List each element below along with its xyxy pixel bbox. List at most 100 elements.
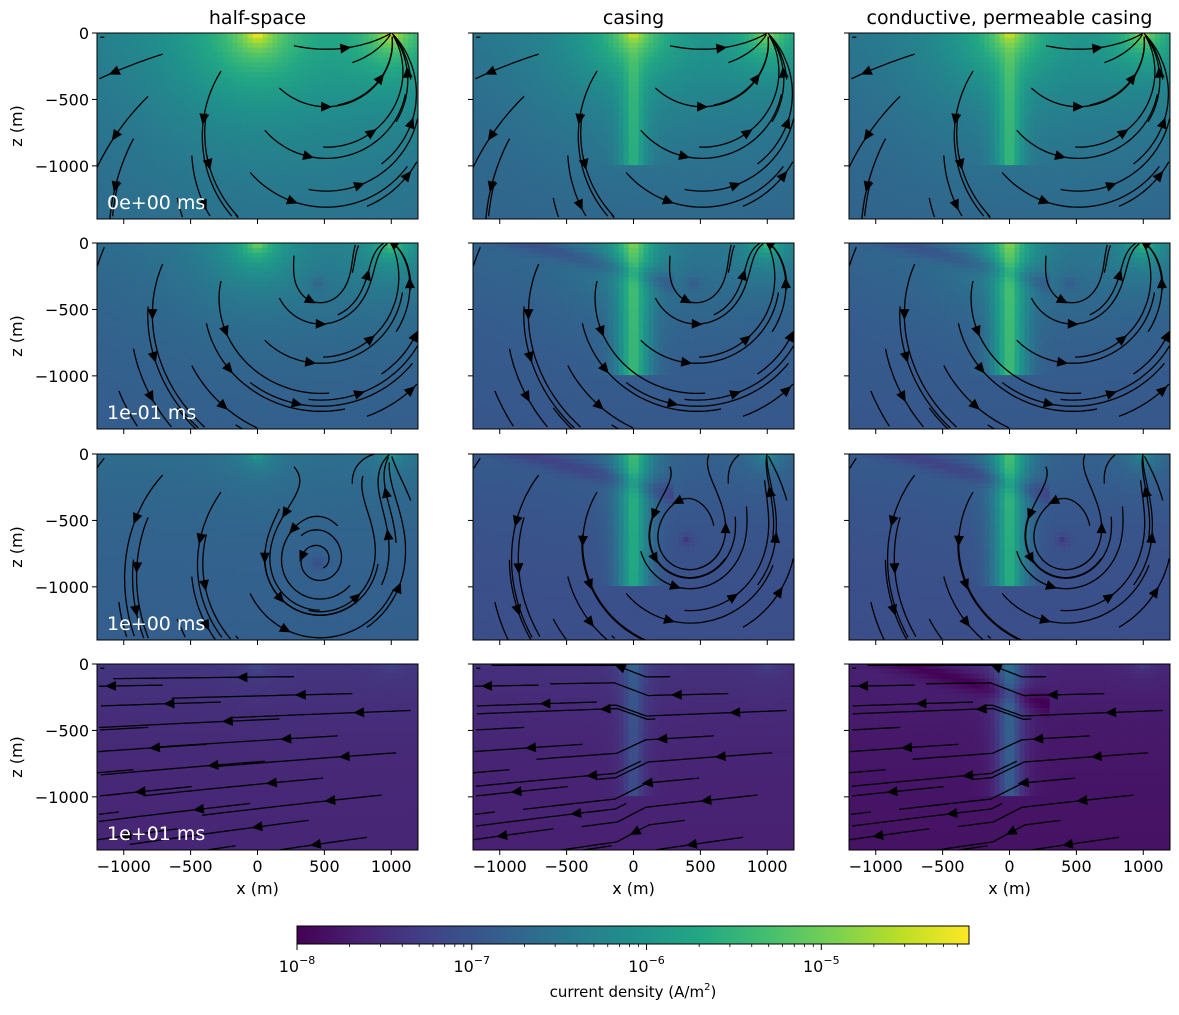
- heatmap-cell: [699, 209, 705, 214]
- heatmap-cell: [684, 77, 690, 82]
- heatmap-cell: [303, 97, 309, 102]
- heatmap-cell: [182, 53, 188, 58]
- heatmap-cell: [97, 97, 103, 102]
- heatmap-cell: [202, 180, 208, 185]
- heatmap-cell: [503, 155, 509, 160]
- heatmap-cell: [227, 155, 233, 160]
- heatmap-cell: [498, 204, 504, 209]
- heatmap-cell: [608, 102, 614, 107]
- heatmap-cell: [393, 204, 399, 209]
- heatmap-cell: [207, 62, 213, 67]
- heatmap-cell: [573, 43, 579, 48]
- heatmap-cell: [659, 48, 665, 53]
- heatmap-cell: [252, 170, 258, 175]
- heatmap-cell: [543, 155, 549, 160]
- heatmap-cell: [263, 209, 269, 214]
- heatmap-cell: [704, 160, 710, 165]
- heatmap-cell: [293, 82, 299, 87]
- heatmap-cell: [273, 126, 279, 131]
- heatmap-cell: [263, 160, 269, 165]
- heatmap-cell: [639, 146, 645, 151]
- heatmap-cell: [623, 87, 629, 92]
- heatmap-cell: [664, 126, 670, 131]
- heatmap-cell: [618, 102, 624, 107]
- heatmap-cell: [293, 72, 299, 77]
- heatmap-cell: [318, 180, 324, 185]
- heatmap-cell: [513, 97, 519, 102]
- heatmap-cell: [553, 116, 559, 121]
- heatmap-cell: [508, 165, 514, 170]
- heatmap-cell: [483, 190, 489, 195]
- heatmap-cell: [323, 195, 329, 200]
- heatmap-cell: [192, 82, 198, 87]
- heatmap-cell: [724, 126, 730, 131]
- heatmap-cell: [644, 155, 650, 160]
- heatmap-cell: [674, 121, 680, 126]
- heatmap-cell: [674, 126, 680, 131]
- heatmap-cell: [333, 209, 339, 214]
- heatmap-cell: [694, 141, 700, 146]
- heatmap-cell: [719, 175, 725, 180]
- heatmap-cell: [117, 92, 123, 97]
- heatmap-cell: [202, 48, 208, 53]
- heatmap-cell: [613, 111, 619, 116]
- heatmap-cell: [242, 102, 248, 107]
- heatmap-cell: [343, 62, 349, 67]
- heatmap-cell: [734, 72, 740, 77]
- heatmap-cell: [157, 82, 163, 87]
- heatmap-cell: [147, 97, 153, 102]
- heatmap-cell: [563, 106, 569, 111]
- heatmap-cell: [483, 121, 489, 126]
- heatmap-cell: [383, 87, 389, 92]
- heatmap-cell: [363, 33, 369, 38]
- heatmap-cell: [578, 185, 584, 190]
- heatmap-cell: [598, 155, 604, 160]
- heatmap-cell: [699, 53, 705, 58]
- heatmap-cell: [709, 175, 715, 180]
- heatmap-cell: [197, 48, 203, 53]
- heatmap-cell: [774, 131, 780, 136]
- heatmap-cell: [237, 111, 243, 116]
- heatmap-cell: [408, 195, 414, 200]
- heatmap-cell: [258, 175, 264, 180]
- heatmap-cell: [273, 82, 279, 87]
- heatmap-cell: [739, 141, 745, 146]
- heatmap-cell: [122, 111, 128, 116]
- heatmap-cell: [669, 165, 675, 170]
- heatmap-cell: [603, 111, 609, 116]
- heatmap-cell: [689, 97, 695, 102]
- heatmap-cell: [112, 33, 118, 38]
- heatmap-cell: [308, 160, 314, 165]
- heatmap-cell: [628, 72, 634, 77]
- heatmap-cell: [97, 43, 103, 48]
- heatmap-cell: [268, 106, 274, 111]
- heatmap-cell: [759, 102, 765, 107]
- heatmap-cell: [182, 111, 188, 116]
- heatmap-cell: [623, 195, 629, 200]
- heatmap-cell: [222, 116, 228, 121]
- heatmap-cell: [684, 57, 690, 62]
- heatmap-cell: [704, 209, 710, 214]
- heatmap-cell: [543, 121, 549, 126]
- heatmap-cell: [689, 33, 695, 38]
- heatmap-cell: [313, 199, 319, 204]
- heatmap-cell: [313, 111, 319, 116]
- heatmap-cell: [237, 77, 243, 82]
- heatmap-cell: [227, 92, 233, 97]
- heatmap-cell: [659, 121, 665, 126]
- heatmap-cell: [749, 121, 755, 126]
- heatmap-cell: [714, 87, 720, 92]
- heatmap-cell: [548, 160, 554, 165]
- heatmap-cell: [714, 57, 720, 62]
- heatmap-cell: [689, 111, 695, 116]
- heatmap-cell: [568, 67, 574, 72]
- heatmap-cell: [137, 160, 143, 165]
- heatmap-cell: [744, 67, 750, 72]
- heatmap-cell: [112, 87, 118, 92]
- heatmap-cell: [759, 97, 765, 102]
- heatmap-cell: [177, 38, 183, 43]
- heatmap-cell: [724, 87, 730, 92]
- heatmap-cell: [408, 204, 414, 209]
- heatmap-cell: [764, 131, 770, 136]
- heatmap-cell: [318, 121, 324, 126]
